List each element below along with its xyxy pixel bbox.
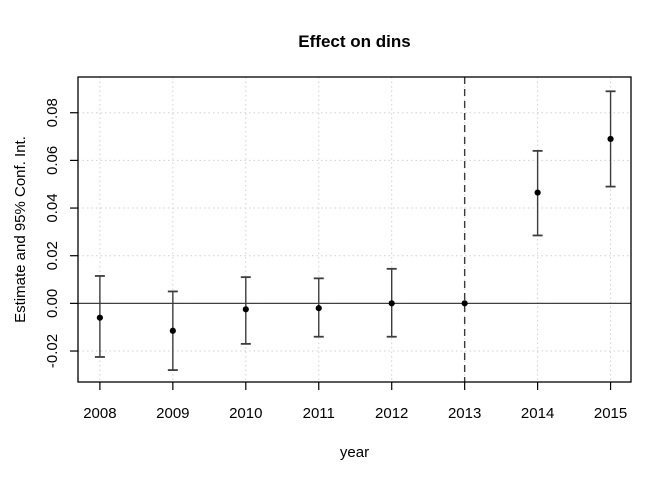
- y-tick-label: 0.06: [44, 146, 61, 175]
- data-point: [169, 327, 176, 334]
- y-axis-label: Estimate and 95% Conf. Int.: [12, 136, 29, 323]
- data-point: [388, 300, 395, 307]
- x-tick-label: 2009: [156, 405, 189, 422]
- x-tick-label: 2011: [303, 405, 335, 422]
- data-point: [242, 306, 249, 313]
- x-tick-label: 2014: [521, 405, 554, 422]
- data-point: [96, 314, 103, 321]
- plot-box: [77, 76, 632, 383]
- data-point: [461, 300, 468, 307]
- chart-title: Effect on dins: [298, 32, 410, 51]
- y-tick-label: 0.04: [44, 193, 61, 222]
- data-point: [607, 135, 614, 143]
- x-tick-label: 2008: [83, 405, 116, 422]
- x-axis-label: year: [340, 444, 369, 461]
- x-tick-label: 2010: [229, 405, 262, 422]
- data-point: [315, 305, 322, 312]
- x-tick-label: 2012: [375, 405, 408, 422]
- data-point: [534, 189, 541, 196]
- y-tick-label: 0.02: [44, 241, 61, 270]
- y-tick-label: 0.00: [44, 289, 61, 318]
- x-tick-label: 2015: [594, 405, 627, 422]
- y-tick-label: 0.08: [44, 98, 61, 127]
- grid: [78, 77, 631, 382]
- y-tick-label: -0.02: [44, 334, 61, 368]
- x-tick-label: 2013: [448, 405, 481, 422]
